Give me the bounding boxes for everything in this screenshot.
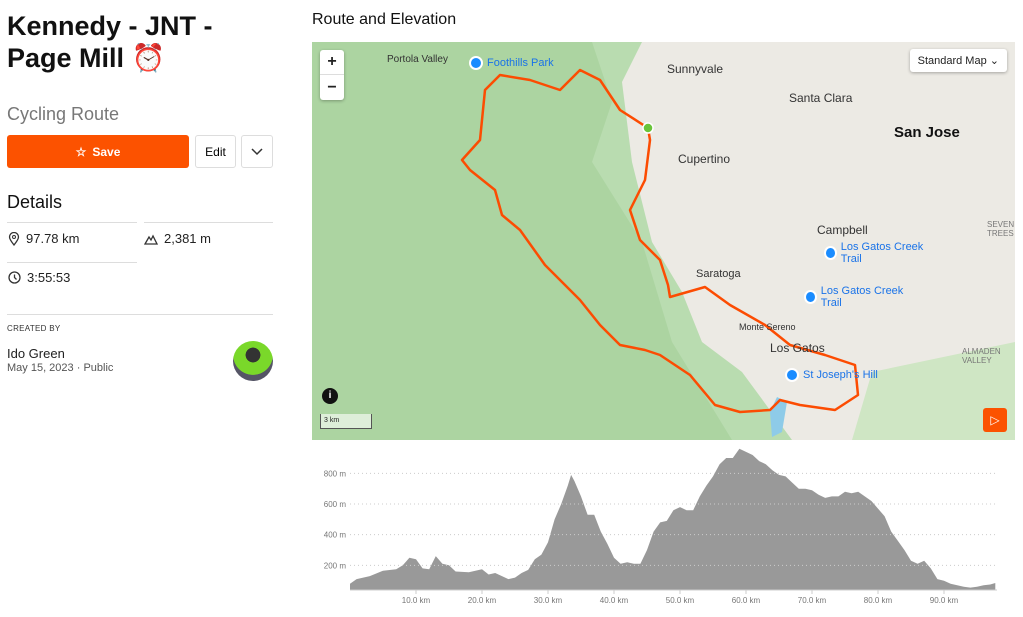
poi-los-gatos-creek-trail[interactable]: Los Gatos Creek Trail [804, 285, 914, 309]
map-style-select[interactable]: Standard Map ⌄ [909, 49, 1007, 72]
map-scale: 3 km [320, 414, 372, 429]
poi-label: St Joseph's Hill [803, 369, 878, 381]
time-stat: 3:55:53 [8, 270, 70, 285]
x-tick-label: 70.0 km [798, 596, 827, 605]
created-date: May 15, 2023 [7, 362, 74, 374]
place-label: Santa Clara [789, 91, 853, 105]
created-by-label: CREATED BY [7, 324, 61, 333]
elevation-stat: 2,381 m [144, 231, 211, 246]
zoom-in-button[interactable]: + [320, 50, 344, 75]
elevation-value: 2,381 m [164, 231, 211, 246]
map-heading: Route and Elevation [312, 11, 457, 28]
creator-name[interactable]: Ido Green [7, 346, 65, 361]
zoom-out-button[interactable]: − [327, 78, 337, 96]
poi-label: Los Gatos Creek Trail [820, 285, 904, 309]
play-flyover-button[interactable]: ▷ [983, 408, 1007, 432]
y-tick-label: 600 m [324, 500, 347, 509]
place-label: Portola Valley [387, 54, 448, 65]
divider [144, 222, 273, 223]
star-icon: ☆ [75, 144, 87, 159]
place-label: Saratoga [696, 268, 741, 280]
park-pin-icon [469, 56, 483, 70]
zoom-controls: + − [320, 50, 344, 100]
x-tick-label: 40.0 km [600, 596, 629, 605]
place-label: Sunnyvale [667, 62, 724, 76]
x-tick-label: 30.0 km [534, 596, 563, 605]
visibility: Public [83, 362, 114, 374]
divider [7, 222, 137, 223]
route-type: Cycling Route [7, 104, 120, 124]
clock-icon [8, 271, 21, 284]
route-title: Kennedy - JNT - Page Mill ⏰ [7, 11, 213, 73]
x-tick-label: 60.0 km [732, 596, 761, 605]
route-line [460, 68, 860, 414]
trail-pin-icon [824, 246, 837, 260]
details-heading: Details [7, 192, 63, 212]
avatar[interactable] [233, 341, 273, 381]
place-label: Monte Sereno [739, 322, 796, 332]
place-label: Campbell [817, 223, 868, 237]
trail-pin-icon [804, 290, 817, 304]
map-style-label: Standard Map [917, 55, 987, 67]
poi-st-josephs-hill[interactable]: St Joseph's Hill [785, 368, 878, 382]
location-pin-icon [8, 231, 20, 246]
save-label: Save [92, 144, 121, 159]
elevation-area [350, 448, 996, 590]
poi-foothills-park[interactable]: Foothills Park [469, 56, 554, 70]
poi-los-gatos-creek-trail[interactable]: Los Gatos Creek Trail [824, 241, 934, 265]
route-map[interactable]: + − Standard Map ⌄ Portola Valley Sunnyva… [312, 42, 1015, 440]
poi-label: Foothills Park [487, 57, 554, 69]
save-button[interactable]: ☆ Save [7, 135, 189, 168]
chevron-down-icon: ⌄ [989, 55, 999, 67]
time-value: 3:55:53 [27, 270, 71, 285]
park-pin-icon [785, 368, 799, 382]
edit-button[interactable]: Edit [195, 135, 236, 168]
x-tick-label: 80.0 km [864, 596, 893, 605]
distance-stat: 97.78 km [8, 231, 79, 246]
route-meta: May 15, 2023 · Public [7, 362, 114, 374]
elevation-chart: 200 m 400 m 600 m 800 m 10.0 km 20.0 km 30.0 k… [324, 448, 997, 605]
x-tick-label: 90.0 km [930, 596, 959, 605]
place-label: Los Gatos [770, 341, 825, 355]
map-terrain [312, 42, 1015, 440]
x-tick-label: 50.0 km [666, 596, 695, 605]
place-label: San Jose [894, 124, 960, 141]
place-label: ALMADEN VALLEY [962, 347, 1001, 365]
y-tick-label: 200 m [324, 561, 347, 570]
distance-value: 97.78 km [26, 231, 80, 246]
info-icon[interactable]: i [322, 388, 338, 404]
divider [7, 314, 273, 315]
more-options-button[interactable] [241, 135, 273, 168]
x-tick-label: 20.0 km [468, 596, 497, 605]
divider [7, 262, 137, 263]
route-start-marker [642, 122, 654, 134]
y-tick-label: 800 m [324, 469, 347, 478]
x-tick-label: 10.0 km [402, 596, 431, 605]
mountain-icon [144, 234, 158, 245]
poi-label: Los Gatos Creek Trail [840, 241, 924, 265]
place-label: SEVEN TREES [987, 220, 1015, 238]
chevron-down-icon [251, 147, 263, 155]
place-label: Cupertino [678, 152, 731, 166]
y-tick-label: 400 m [324, 531, 347, 540]
